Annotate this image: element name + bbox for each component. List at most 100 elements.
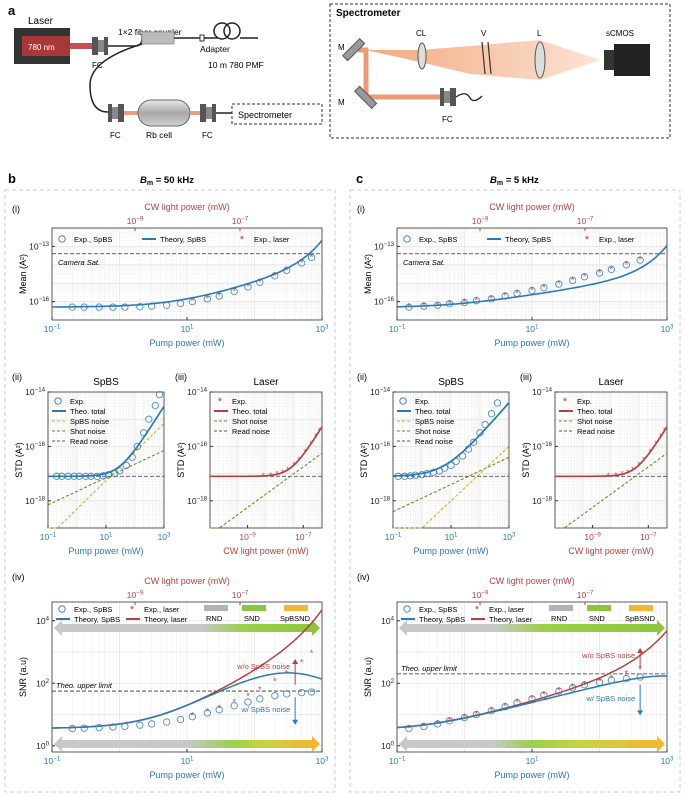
exp-point: * (631, 465, 635, 475)
exp-point: * (637, 460, 641, 470)
y-tick-label-base: 10 (381, 678, 391, 688)
exp-laser-point: * (407, 302, 411, 313)
x-tick-label: 10−1 (389, 756, 406, 766)
exp-point (493, 399, 502, 407)
fc-label-2: FC (110, 131, 121, 140)
mirror-1 (341, 37, 366, 62)
y-tick-label-base: 10 (381, 616, 391, 626)
legend-std-4-label: Read noise (70, 437, 108, 446)
exp-spbs-point (487, 707, 496, 715)
exp-spbs-point (555, 687, 563, 695)
x-axis-label: CW light power (mW) (568, 546, 654, 556)
y-tick-label-exp: −18 (380, 495, 391, 502)
camera-saturation-label: Camera Sat. (58, 258, 100, 267)
wo-spbs-label: w/o SpBS noise (581, 651, 635, 660)
y-tick-label-base: 10 (532, 387, 542, 397)
exp-point: * (286, 465, 290, 475)
x-tick-label-base: 10 (661, 324, 671, 334)
chart-b-iii: 10−9 10−7CW light power (mW)10−1410−1610−… (175, 372, 323, 556)
x-tick-label-exp: −9 (249, 532, 257, 539)
x-tick-label-exp: −1 (49, 532, 57, 539)
exp-point: * (663, 426, 667, 436)
fc-label-4: FC (442, 115, 453, 124)
legend-theory-laser-label: Theory, laser (144, 615, 188, 624)
exp-point (440, 464, 449, 472)
y-tick-label-exp: −16 (35, 441, 46, 448)
exp-spbs-point (607, 676, 616, 684)
x-tick-label-exp: 1 (535, 756, 539, 763)
x-tick-label-base: 10 (40, 532, 50, 542)
exp-spbs-point (95, 303, 103, 311)
x-axis-label: Pump power (mW) (68, 546, 143, 556)
column-title-c-var: B (490, 175, 497, 186)
subplot-title: Laser (598, 377, 624, 388)
y-tick-label-base: 10 (29, 241, 39, 251)
legend-laser-0-label: Exp. (232, 397, 247, 406)
exp-laser-point: * (503, 702, 507, 713)
exp-laser-point: * (474, 296, 478, 307)
exp-point: * (607, 471, 611, 481)
top-tick-label-base: 10 (127, 590, 137, 600)
exp-spbs-point (244, 698, 252, 706)
exp-laser-point: * (217, 703, 221, 714)
exp-laser-point: * (436, 719, 440, 730)
y-tick-label-exp: −18 (35, 495, 46, 502)
x-tick-label-base: 10 (181, 756, 191, 766)
mirror-2 (353, 85, 378, 110)
y-axis-label: Mean (A²) (18, 254, 28, 294)
regime-arrow-right-lower (312, 736, 320, 752)
y-tick-label-exp: −18 (197, 495, 208, 502)
spbs-noise-curve (48, 422, 165, 529)
theory-spbs-curve (52, 672, 323, 729)
top-tick-label-exp: −9 (481, 590, 489, 597)
legend-exp-spbs-marker (58, 235, 66, 243)
fiber-5 (455, 93, 483, 102)
exp-spbs-point (121, 303, 129, 311)
legend-exp-spbs-label: Exp., SpBS (74, 605, 112, 614)
column-b-frame (4, 189, 336, 793)
x-tick-label-exp: 3 (670, 756, 674, 763)
exp-point (452, 457, 460, 466)
exp-spbs-point (595, 678, 604, 686)
exp-spbs-point (68, 303, 76, 311)
exp-laser-point: * (217, 291, 221, 302)
exp-laser-point: * (422, 301, 426, 312)
y-tick-label-base: 10 (36, 678, 46, 688)
legend-exp-spbs-label: Exp., SpBS (419, 605, 457, 614)
exp-spbs-point (622, 261, 631, 269)
y-tick-label-base: 10 (25, 496, 35, 506)
top-tick-label: 10−9 (127, 590, 144, 600)
top-tick-label-base: 10 (472, 590, 482, 600)
y-tick-label: 10−14 (25, 387, 45, 397)
exp-point: * (648, 447, 652, 457)
spectrometer-box (231, 103, 323, 125)
fc-label-3: FC (202, 131, 213, 140)
vipa-2 (487, 41, 492, 75)
x-tick-label: 10−9 (239, 532, 256, 542)
legend-std-1-label: Theo. total (415, 407, 451, 416)
x-tick-label-exp: 1 (109, 532, 113, 539)
y-tick-label: 10−14 (370, 387, 390, 397)
y-tick-label-base: 10 (370, 387, 380, 397)
top-tick-label: 10−9 (127, 216, 144, 226)
fc-connector-2 (108, 104, 124, 122)
exp-point (133, 442, 141, 451)
exp-spbs-point (136, 721, 144, 729)
plot-frame (209, 391, 323, 529)
y-tick-label-exp: −16 (39, 296, 50, 303)
x-tick-label-exp: −1 (398, 324, 406, 331)
x-tick-label: 103 (316, 756, 329, 766)
exp-spbs-point (445, 717, 454, 725)
column-title-c: Bm = 5 kHz (490, 175, 539, 187)
exp-laser-point: * (624, 669, 628, 680)
exp-laser-point: * (300, 258, 304, 269)
exp-spbs-point (433, 301, 442, 309)
y-tick-label-base: 10 (36, 616, 46, 626)
exp-spbs-point (540, 691, 548, 699)
y-tick-label-exp: −16 (542, 441, 553, 448)
exp-laser-point: * (489, 294, 493, 305)
exp-laser-point: * (232, 698, 236, 709)
exp-laser-point: * (542, 283, 546, 294)
exp-laser-point: * (624, 260, 628, 271)
